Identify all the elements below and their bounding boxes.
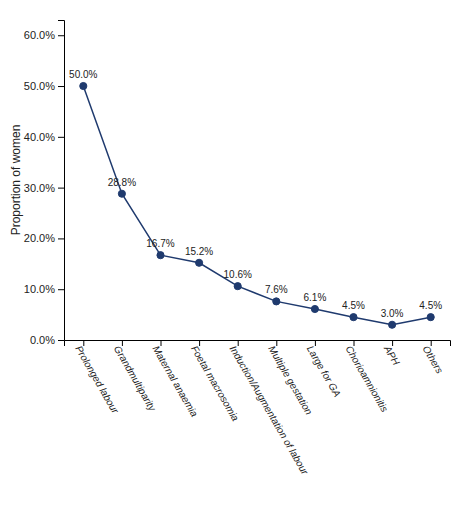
- point: [389, 321, 396, 328]
- y-axis-title: Proportion of women: [9, 125, 23, 236]
- y-tick: 50.0%: [24, 80, 64, 92]
- y-tick: 0.0%: [30, 334, 64, 346]
- y-axis: 0.0% 10.0% 20.0% 30.0% 40.0% 50.0% 60.0%: [24, 21, 65, 347]
- y-tick-mark: [58, 289, 64, 290]
- x-tick: Large for GA: [305, 340, 343, 399]
- y-tick: 20.0%: [24, 232, 64, 244]
- point: [311, 305, 318, 312]
- y-tick-mark: [58, 86, 64, 87]
- point: [427, 314, 434, 321]
- x-tick-label: Prolonged labour: [73, 344, 121, 416]
- y-tick: 30.0%: [24, 182, 64, 194]
- x-tick: Others: [421, 340, 446, 375]
- data-label: 16.7%: [146, 238, 174, 249]
- y-tick-label: 50.0%: [24, 80, 55, 92]
- line: [83, 86, 430, 325]
- data-label: 4.5%: [342, 300, 365, 311]
- x-tick-label: APH: [382, 343, 403, 368]
- data-label: 7.6%: [265, 284, 288, 295]
- x-tick-label: Induction/Augmentation of labour: [228, 344, 311, 477]
- point: [350, 314, 357, 321]
- y-axis-line: [58, 21, 65, 341]
- x-tick-label: Large for GA: [305, 344, 343, 399]
- y-tick-label: 60.0%: [24, 29, 55, 41]
- x-tick-label: Chorioamnionitis: [343, 344, 390, 414]
- x-tick: APH: [382, 340, 403, 368]
- x-tick-label: Others: [421, 344, 446, 375]
- y-tick-mark: [58, 238, 64, 239]
- marks: [80, 82, 435, 328]
- y-tick-mark: [58, 340, 64, 341]
- data-label: 50.0%: [69, 69, 97, 80]
- y-tick-mark: [58, 35, 64, 36]
- data-label: 3.0%: [381, 308, 404, 319]
- data-label: 15.2%: [185, 246, 213, 257]
- data-label: 6.1%: [304, 292, 327, 303]
- data-label: 10.6%: [224, 269, 252, 280]
- x-tick: Induction/Augmentation of labour: [228, 340, 311, 477]
- point: [196, 259, 203, 266]
- data-label: 4.5%: [419, 300, 442, 311]
- y-tick: 10.0%: [24, 283, 64, 295]
- y-tick: 60.0%: [24, 29, 64, 41]
- chart: 0.0% 10.0% 20.0% 30.0% 40.0% 50.0% 60.0% Prolon…: [0, 0, 474, 518]
- data-label: 28.8%: [108, 177, 136, 188]
- y-tick-mark: [58, 137, 64, 138]
- y-tick-label: 0.0%: [30, 334, 55, 346]
- x-tick-label: Grandmultiparity: [112, 344, 159, 414]
- x-tick-label: Multiple gestation: [266, 344, 315, 417]
- point: [80, 82, 87, 89]
- x-axis: Prolonged labourGrandmultiparityMaternal…: [65, 340, 451, 477]
- y-tick-mark: [58, 188, 64, 189]
- y-tick-label: 10.0%: [24, 283, 55, 295]
- plot: 0.0% 10.0% 20.0% 30.0% 40.0% 50.0% 60.0% Prolon…: [24, 21, 451, 477]
- y-tick-label: 20.0%: [24, 232, 55, 244]
- y-tick: 40.0%: [24, 131, 64, 143]
- point: [118, 190, 125, 197]
- point: [234, 283, 241, 290]
- point: [157, 252, 164, 259]
- y-tick-label: 30.0%: [24, 182, 55, 194]
- data-labels: 50.0% 28.8% 16.7% 15.2% 10.6% 7.6% 6.1% 4.5% 3.0…: [69, 69, 442, 319]
- y-tick-label: 40.0%: [24, 131, 55, 143]
- point: [273, 298, 280, 305]
